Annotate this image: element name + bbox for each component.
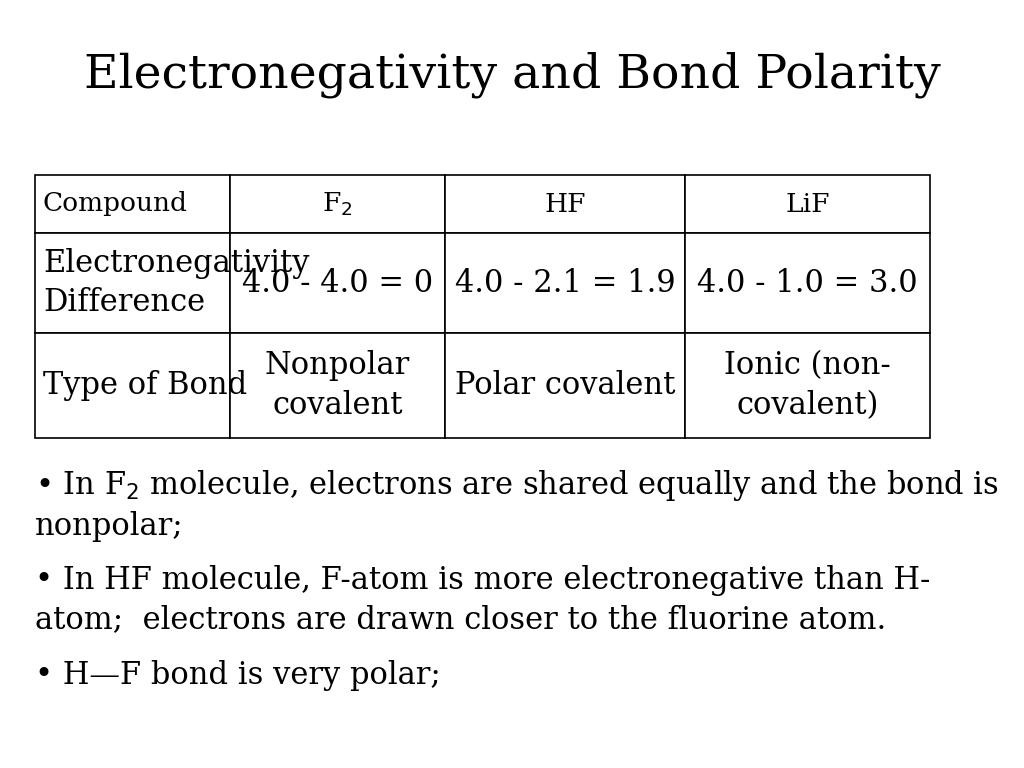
Text: Type of Bond: Type of Bond xyxy=(43,370,247,401)
Text: 4.0 - 4.0 = 0: 4.0 - 4.0 = 0 xyxy=(242,267,433,299)
Text: 4.0 - 2.1 = 1.9: 4.0 - 2.1 = 1.9 xyxy=(455,267,675,299)
Text: F$_2$: F$_2$ xyxy=(323,190,353,218)
Text: 4.0 - 1.0 = 3.0: 4.0 - 1.0 = 3.0 xyxy=(697,267,918,299)
Text: Electronegativity and Bond Polarity: Electronegativity and Bond Polarity xyxy=(84,51,940,98)
Bar xyxy=(445,333,685,438)
Text: LiF: LiF xyxy=(785,191,829,217)
Text: Electronegativity
Difference: Electronegativity Difference xyxy=(43,248,309,318)
Text: Polar covalent: Polar covalent xyxy=(455,370,675,401)
Bar xyxy=(230,333,445,438)
Text: Ionic (non-
covalent): Ionic (non- covalent) xyxy=(724,350,891,421)
Bar xyxy=(685,333,930,438)
Bar xyxy=(35,233,230,333)
Text: • H—F bond is very polar;: • H—F bond is very polar; xyxy=(35,660,440,691)
Text: • In F$_{2}$ molecule, electrons are shared equally and the bond is
nonpolar;: • In F$_{2}$ molecule, electrons are sha… xyxy=(35,468,998,542)
Bar xyxy=(685,233,930,333)
Bar xyxy=(685,175,930,233)
Bar xyxy=(445,175,685,233)
Text: Nonpolar
covalent: Nonpolar covalent xyxy=(265,350,411,421)
Bar xyxy=(35,175,230,233)
Bar xyxy=(445,233,685,333)
Text: Compound: Compound xyxy=(43,191,187,217)
Bar xyxy=(230,233,445,333)
Text: • In HF molecule, F-atom is more electronegative than H-
atom;  electrons are dr: • In HF molecule, F-atom is more electro… xyxy=(35,565,931,635)
Text: HF: HF xyxy=(544,191,586,217)
Bar xyxy=(230,175,445,233)
Bar xyxy=(35,333,230,438)
